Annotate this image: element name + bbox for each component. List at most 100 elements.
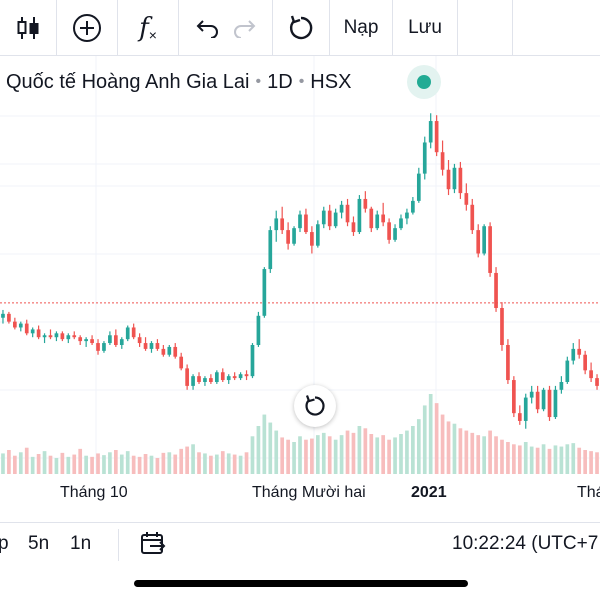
volume-bar <box>470 432 475 474</box>
volume-bar <box>529 446 534 474</box>
volume-bar <box>345 430 350 474</box>
candle-body <box>161 348 166 355</box>
load-button[interactable]: Nạp <box>343 17 379 38</box>
candle-body <box>262 269 267 316</box>
candle-body <box>446 169 451 190</box>
add-indicator-icon[interactable] <box>57 0 117 56</box>
volume-bar <box>244 452 249 474</box>
candle-body <box>369 208 374 229</box>
volume-bar <box>298 436 302 474</box>
volume-bar <box>292 442 296 474</box>
candle-body <box>185 368 189 386</box>
candle-body <box>416 173 421 201</box>
volume-bar <box>108 452 112 474</box>
candle-body <box>220 372 225 381</box>
volume-bar <box>167 452 172 474</box>
chart-legend: Quốc tế Hoàng Anh Gia Lai • 1D • HSX <box>0 64 351 100</box>
volume-bar <box>327 436 332 474</box>
legend-separator: • <box>255 73 262 90</box>
x-axis-label: Thá <box>577 484 600 501</box>
volume-bar <box>197 452 201 474</box>
volume-bar <box>96 453 100 474</box>
volume-bar <box>512 444 516 474</box>
candle-body <box>256 315 261 345</box>
volume-bar <box>428 394 433 474</box>
candle-body <box>559 382 564 390</box>
candle-body <box>173 346 178 357</box>
volume-bar <box>595 452 599 474</box>
candle-body <box>42 335 47 338</box>
candle-body <box>191 376 195 386</box>
volume-bar <box>565 444 570 474</box>
volume-bar <box>185 446 189 474</box>
volume-bar <box>476 435 481 474</box>
undo-icon[interactable] <box>190 0 224 56</box>
volume-bar <box>274 430 279 474</box>
volume-bar <box>500 439 504 474</box>
volume-bar <box>541 444 546 474</box>
volume-bar <box>13 455 17 474</box>
candle-body <box>304 214 308 233</box>
volume-bar <box>363 428 368 474</box>
volume-bar <box>250 436 255 474</box>
volume-bar <box>232 454 237 474</box>
volume-bar <box>589 451 593 474</box>
candle-body <box>244 374 249 377</box>
volume-bar <box>482 436 486 474</box>
candle-body <box>541 389 546 410</box>
volume-bar <box>203 453 207 474</box>
date-range-icon[interactable] <box>140 531 166 561</box>
candle-body <box>565 360 570 382</box>
candles-icon[interactable] <box>0 0 56 56</box>
candle-body <box>24 323 29 334</box>
candle-body <box>512 380 516 414</box>
timeframe-1n-button[interactable]: 1n <box>70 533 92 554</box>
candle-body <box>476 230 481 254</box>
market-status-icon[interactable] <box>407 65 441 99</box>
candle-body <box>102 343 106 351</box>
reload-icon[interactable] <box>273 0 329 56</box>
candle-body <box>553 389 558 418</box>
volume-bar <box>66 456 71 474</box>
function-icon[interactable]: f × <box>139 13 157 43</box>
volume-bar <box>310 438 314 474</box>
candle-body <box>155 343 160 349</box>
clock-timezone[interactable]: 10:22:24 (UTC+7 <box>452 533 599 554</box>
bottom-bar: p 5n 1n 10:22:24 (UTC+7 <box>0 522 600 566</box>
save-button[interactable]: Lưu <box>408 17 442 38</box>
volume-bar <box>304 439 308 474</box>
x-axis-label: Tháng 10 <box>60 484 128 501</box>
reset-chart-button[interactable] <box>294 385 336 427</box>
candle-body <box>72 335 77 338</box>
legend-separator: • <box>298 73 305 90</box>
volume-bar <box>375 437 380 474</box>
candle-body <box>167 346 172 355</box>
volume-bar <box>119 454 124 474</box>
candle-body <box>458 167 463 194</box>
candle-body <box>321 210 326 225</box>
candle-body <box>7 313 11 322</box>
candle-body <box>571 348 576 361</box>
redo-icon[interactable] <box>228 0 262 56</box>
volume-bar <box>434 403 439 474</box>
candle-body <box>333 212 338 227</box>
candle-body <box>203 378 207 382</box>
volume-bar <box>559 446 564 474</box>
candle-body <box>411 200 415 213</box>
timeframe-button[interactable]: p <box>0 533 9 554</box>
timeframe-5n-button[interactable]: 5n <box>28 533 50 554</box>
volume-bar <box>547 448 552 474</box>
volume-bar <box>494 436 498 474</box>
volume-bar <box>440 414 445 474</box>
candle-body <box>500 308 504 345</box>
candle-body <box>78 337 83 342</box>
volume-bar <box>321 432 326 474</box>
interval-label[interactable]: 1D <box>267 70 293 93</box>
candle-body <box>482 226 486 254</box>
candle-body <box>280 218 285 231</box>
price-chart[interactable] <box>0 56 600 476</box>
volume-bar <box>125 451 130 474</box>
volume-bar <box>48 455 53 474</box>
volume-bar <box>458 428 463 474</box>
volume-bar <box>399 434 403 474</box>
